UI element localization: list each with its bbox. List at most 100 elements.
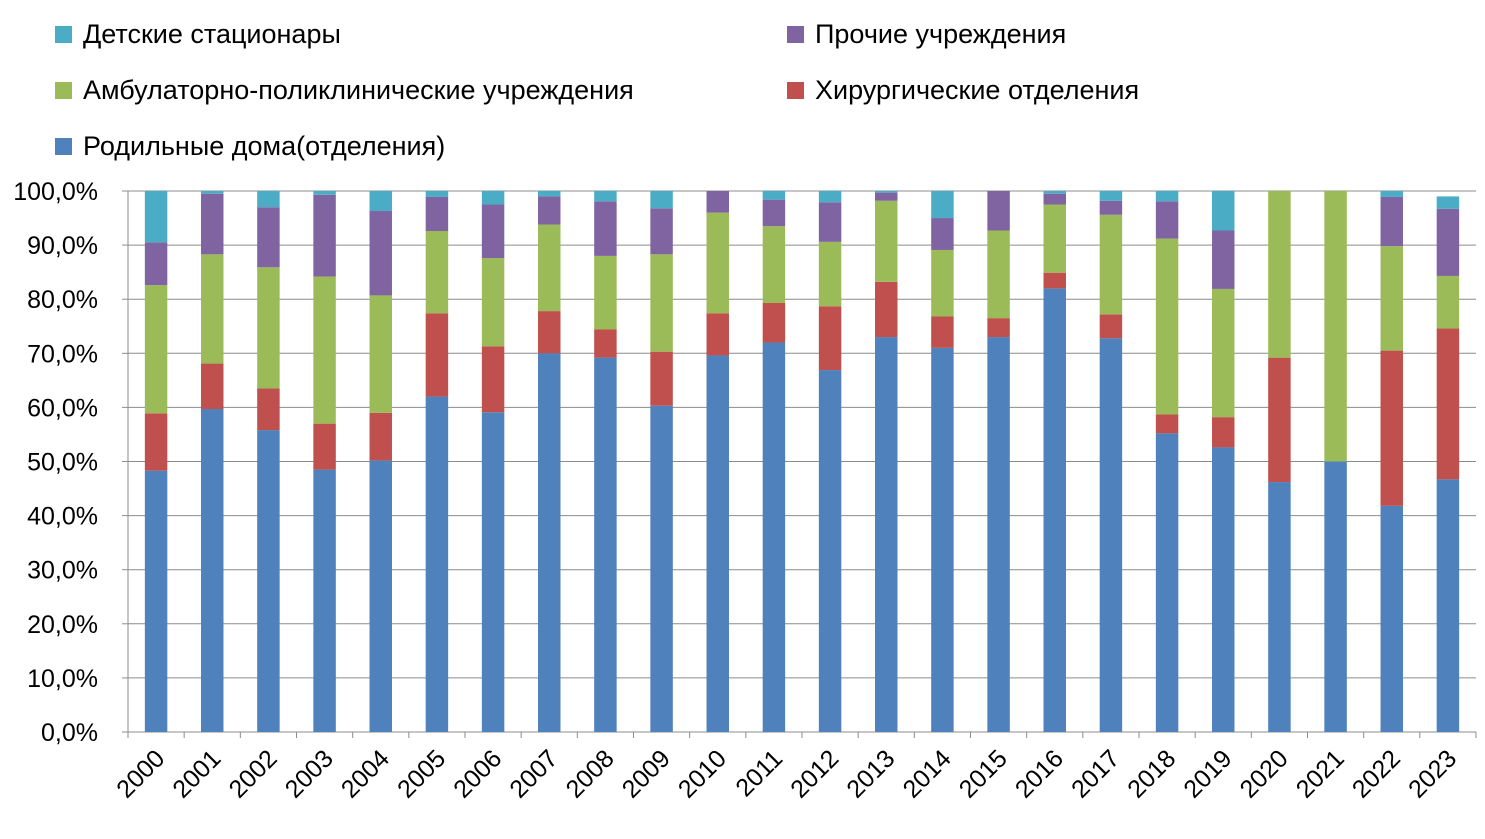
y-tick-label: 60,0% — [27, 394, 98, 422]
bar-segment — [650, 191, 673, 209]
y-tick-label: 80,0% — [27, 286, 98, 314]
bar-segment — [1380, 191, 1403, 197]
bar-segment — [201, 254, 224, 364]
bar-segment — [369, 295, 392, 413]
bar-segment — [762, 302, 786, 343]
bar-segment — [818, 306, 842, 371]
legend-swatch — [55, 81, 72, 99]
bar-segment — [481, 258, 505, 347]
legend-label: Родильные дома(отделения) — [83, 130, 446, 161]
bar-segment — [1324, 461, 1347, 732]
x-tick-label: 2004 — [336, 744, 395, 803]
bar-segment — [987, 230, 1010, 319]
bar-segment — [425, 191, 449, 197]
bar-segment — [313, 423, 336, 470]
bar-segment — [594, 201, 617, 256]
bar-segment — [144, 242, 168, 286]
bar-segment — [1380, 246, 1403, 351]
y-tick-label: 50,0% — [27, 449, 98, 477]
bar-segment — [1043, 204, 1066, 273]
bar-segment — [1380, 350, 1403, 506]
bar-segment — [144, 413, 168, 471]
x-tick-label: 2007 — [504, 744, 563, 803]
x-tick-label: 2015 — [954, 744, 1013, 803]
legend-item: Детские стационары — [55, 16, 341, 52]
x-tick-label: 2022 — [1347, 744, 1406, 803]
bar-segment — [425, 313, 449, 397]
bar-segment — [1212, 191, 1235, 231]
legend-item: Амбулаторно-поликлинические учреждения — [55, 72, 634, 108]
bar-segment — [875, 200, 898, 282]
bar-segment — [818, 370, 842, 732]
bar-segment — [875, 192, 898, 201]
x-tick-label: 2012 — [785, 744, 844, 803]
bar-segment — [201, 191, 224, 194]
bar-segment — [931, 191, 954, 219]
bar-segment — [1099, 314, 1123, 339]
bar-segment — [369, 211, 392, 296]
bar-segment — [1155, 238, 1179, 415]
x-tick-label: 2018 — [1122, 744, 1181, 803]
bar-segment — [313, 194, 336, 277]
x-tick-label: 2009 — [617, 744, 676, 803]
x-tick-label: 2019 — [1178, 744, 1237, 803]
bar-segment — [369, 191, 392, 212]
x-tick-label: 2006 — [448, 744, 507, 803]
bar-segment — [1043, 193, 1066, 205]
bar-segment — [369, 412, 392, 461]
bar-segment — [1043, 191, 1066, 194]
bar-segment — [144, 470, 168, 732]
bar-segment — [1268, 482, 1291, 732]
bar-segment — [987, 337, 1010, 732]
x-tick-label: 2021 — [1291, 744, 1350, 803]
x-tick-label: 2005 — [392, 744, 451, 803]
bar-segment — [481, 346, 505, 413]
bar-segment — [762, 191, 786, 200]
bar-segment — [706, 355, 729, 732]
bar-segment — [1268, 191, 1291, 358]
bar-segment — [1212, 447, 1235, 732]
bar-segment — [1099, 338, 1123, 732]
bar-segment — [931, 316, 954, 348]
bar-segment — [1380, 505, 1403, 732]
bar-segment — [538, 196, 561, 225]
x-tick-label: 2000 — [111, 744, 170, 803]
chart-legend: Детские стационары Прочие учреждения Амбул… — [0, 0, 1485, 180]
bar-segment — [594, 329, 617, 358]
legend-label: Прочие учреждения — [815, 18, 1067, 49]
bar-segment — [1099, 200, 1123, 215]
bar-segment — [257, 207, 280, 268]
bar-segment — [1155, 201, 1179, 239]
bar-segment — [650, 208, 673, 255]
bar-segment — [875, 191, 898, 193]
bar-segment — [1268, 357, 1291, 483]
bar-segment — [201, 363, 224, 410]
legend-item: Хирургические отделения — [787, 72, 1139, 108]
bar-segment — [762, 226, 786, 303]
bar-segment — [1436, 196, 1460, 209]
bar-segment — [1436, 479, 1460, 732]
bar-segment — [1436, 275, 1460, 329]
x-tick-label: 2016 — [1010, 744, 1069, 803]
y-tick-label: 90,0% — [27, 232, 98, 260]
y-tick-label: 70,0% — [27, 340, 98, 368]
bar-segment — [1436, 328, 1460, 480]
bar-segment — [144, 285, 168, 414]
x-tick-label: 2010 — [673, 744, 732, 803]
legend-label: Хирургические отделения — [815, 74, 1140, 105]
bar-segment — [313, 469, 336, 732]
bar-segment — [425, 231, 449, 314]
y-tick-label: 100,0% — [13, 178, 98, 206]
bar-segment — [201, 193, 224, 255]
x-tick-label: 2014 — [898, 744, 957, 803]
bar-segment — [650, 254, 673, 352]
bar-segment — [818, 202, 842, 242]
bar-segment — [257, 267, 280, 389]
y-tick-label: 20,0% — [27, 611, 98, 639]
bar-segment — [875, 337, 898, 732]
bar-segment — [1380, 196, 1403, 247]
bar-segment — [1043, 272, 1066, 289]
bar-segment — [818, 241, 842, 307]
bar-segment — [650, 351, 673, 406]
